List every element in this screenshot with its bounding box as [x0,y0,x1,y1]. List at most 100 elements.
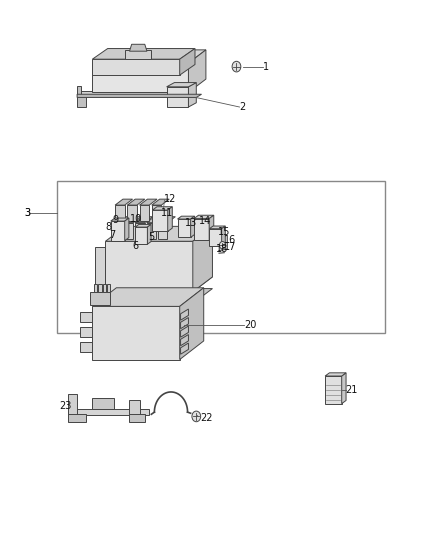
Text: 12: 12 [164,194,177,204]
Polygon shape [135,223,145,239]
Polygon shape [111,221,125,241]
Polygon shape [124,223,134,239]
Polygon shape [106,288,212,303]
Text: 10: 10 [130,214,142,224]
Polygon shape [130,400,141,415]
Text: 15: 15 [218,227,230,237]
Polygon shape [135,227,148,244]
Polygon shape [152,205,161,221]
Text: 14: 14 [199,216,212,227]
Polygon shape [180,326,188,337]
Polygon shape [124,217,141,223]
Polygon shape [222,226,225,246]
Polygon shape [77,91,184,96]
Polygon shape [188,83,196,107]
Polygon shape [152,210,168,231]
Text: 5: 5 [148,232,155,243]
Bar [80,327,92,337]
Polygon shape [147,217,164,223]
Text: 17: 17 [224,242,237,252]
Text: 16: 16 [224,235,237,245]
Polygon shape [342,373,346,403]
Polygon shape [147,223,156,239]
Text: 3: 3 [24,208,30,219]
Polygon shape [115,199,133,205]
Circle shape [192,411,201,422]
Polygon shape [92,398,114,409]
Polygon shape [140,199,157,205]
Polygon shape [152,207,172,210]
Text: 11: 11 [161,208,173,219]
Circle shape [232,61,241,72]
Polygon shape [92,49,195,59]
Polygon shape [77,94,201,98]
Bar [107,284,110,292]
Polygon shape [177,216,194,219]
Polygon shape [125,50,151,59]
Polygon shape [92,59,180,75]
Polygon shape [325,376,342,403]
Text: 22: 22 [201,413,213,423]
Bar [99,284,102,292]
Polygon shape [194,215,214,219]
Polygon shape [166,83,196,87]
Polygon shape [158,217,175,223]
Polygon shape [95,247,106,292]
Text: 2: 2 [240,102,246,112]
Polygon shape [209,215,214,240]
Text: 21: 21 [346,385,358,395]
Polygon shape [180,318,188,329]
Polygon shape [125,218,129,241]
Bar [80,342,92,352]
Polygon shape [188,50,206,92]
Polygon shape [127,199,145,205]
Polygon shape [168,207,172,231]
Text: 18: 18 [216,245,228,254]
Polygon shape [180,49,195,75]
Polygon shape [106,241,193,292]
Polygon shape [152,199,169,205]
Text: 1: 1 [263,62,269,71]
Polygon shape [148,224,151,244]
Text: 3: 3 [24,208,30,219]
Text: 23: 23 [59,401,71,411]
Polygon shape [106,277,212,292]
Polygon shape [115,205,125,221]
Bar [94,284,97,292]
Text: 7: 7 [109,230,115,240]
Text: 6: 6 [133,241,139,251]
Polygon shape [140,205,149,221]
Text: 8: 8 [106,222,112,232]
Circle shape [219,241,226,249]
Polygon shape [68,409,149,415]
Polygon shape [194,219,209,240]
Polygon shape [68,394,77,415]
Polygon shape [325,373,346,376]
Polygon shape [166,87,188,107]
Polygon shape [180,335,188,346]
Text: 13: 13 [185,218,197,228]
Polygon shape [158,223,167,239]
Polygon shape [68,414,86,422]
Polygon shape [130,44,147,51]
Bar [57,181,385,333]
Polygon shape [180,309,188,320]
Polygon shape [193,227,212,292]
Bar [103,284,106,292]
Polygon shape [127,205,137,221]
Text: 20: 20 [244,320,257,330]
Polygon shape [180,288,204,360]
Bar [90,292,110,305]
Polygon shape [92,63,188,92]
Polygon shape [135,217,152,223]
Polygon shape [191,216,194,237]
Polygon shape [209,229,222,246]
Text: 9: 9 [113,215,119,225]
Polygon shape [77,86,81,96]
Polygon shape [177,219,191,237]
Polygon shape [180,343,188,354]
Polygon shape [106,292,193,303]
Polygon shape [92,288,204,306]
Bar [80,312,92,322]
Polygon shape [106,227,212,241]
